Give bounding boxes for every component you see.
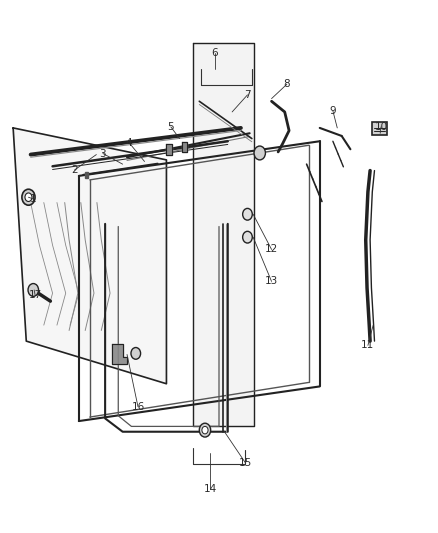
Text: 13: 13 — [265, 277, 278, 286]
Text: 10: 10 — [374, 122, 388, 132]
Text: 14: 14 — [204, 484, 217, 494]
Polygon shape — [182, 142, 187, 152]
Polygon shape — [13, 128, 166, 384]
Circle shape — [243, 208, 252, 220]
Circle shape — [25, 193, 32, 201]
Circle shape — [199, 423, 211, 437]
Text: 9: 9 — [329, 106, 336, 116]
Text: 15: 15 — [239, 458, 252, 467]
Polygon shape — [85, 172, 88, 178]
Text: 17: 17 — [28, 290, 42, 300]
Circle shape — [131, 348, 141, 359]
Polygon shape — [193, 43, 254, 426]
Text: 11: 11 — [361, 341, 374, 350]
Text: 2: 2 — [71, 165, 78, 175]
Text: 16: 16 — [131, 402, 145, 411]
Circle shape — [28, 284, 39, 296]
Text: 5: 5 — [167, 122, 174, 132]
Circle shape — [202, 426, 208, 434]
Text: 4: 4 — [126, 138, 133, 148]
Text: 6: 6 — [211, 49, 218, 58]
Circle shape — [254, 146, 265, 160]
Text: 1: 1 — [29, 194, 36, 204]
Polygon shape — [112, 344, 127, 364]
Circle shape — [22, 189, 35, 205]
Text: 7: 7 — [244, 90, 251, 100]
Circle shape — [243, 231, 252, 243]
Text: 3: 3 — [99, 149, 106, 158]
Text: 8: 8 — [283, 79, 290, 89]
FancyBboxPatch shape — [372, 122, 387, 135]
Text: 12: 12 — [265, 245, 278, 254]
Polygon shape — [166, 144, 172, 155]
